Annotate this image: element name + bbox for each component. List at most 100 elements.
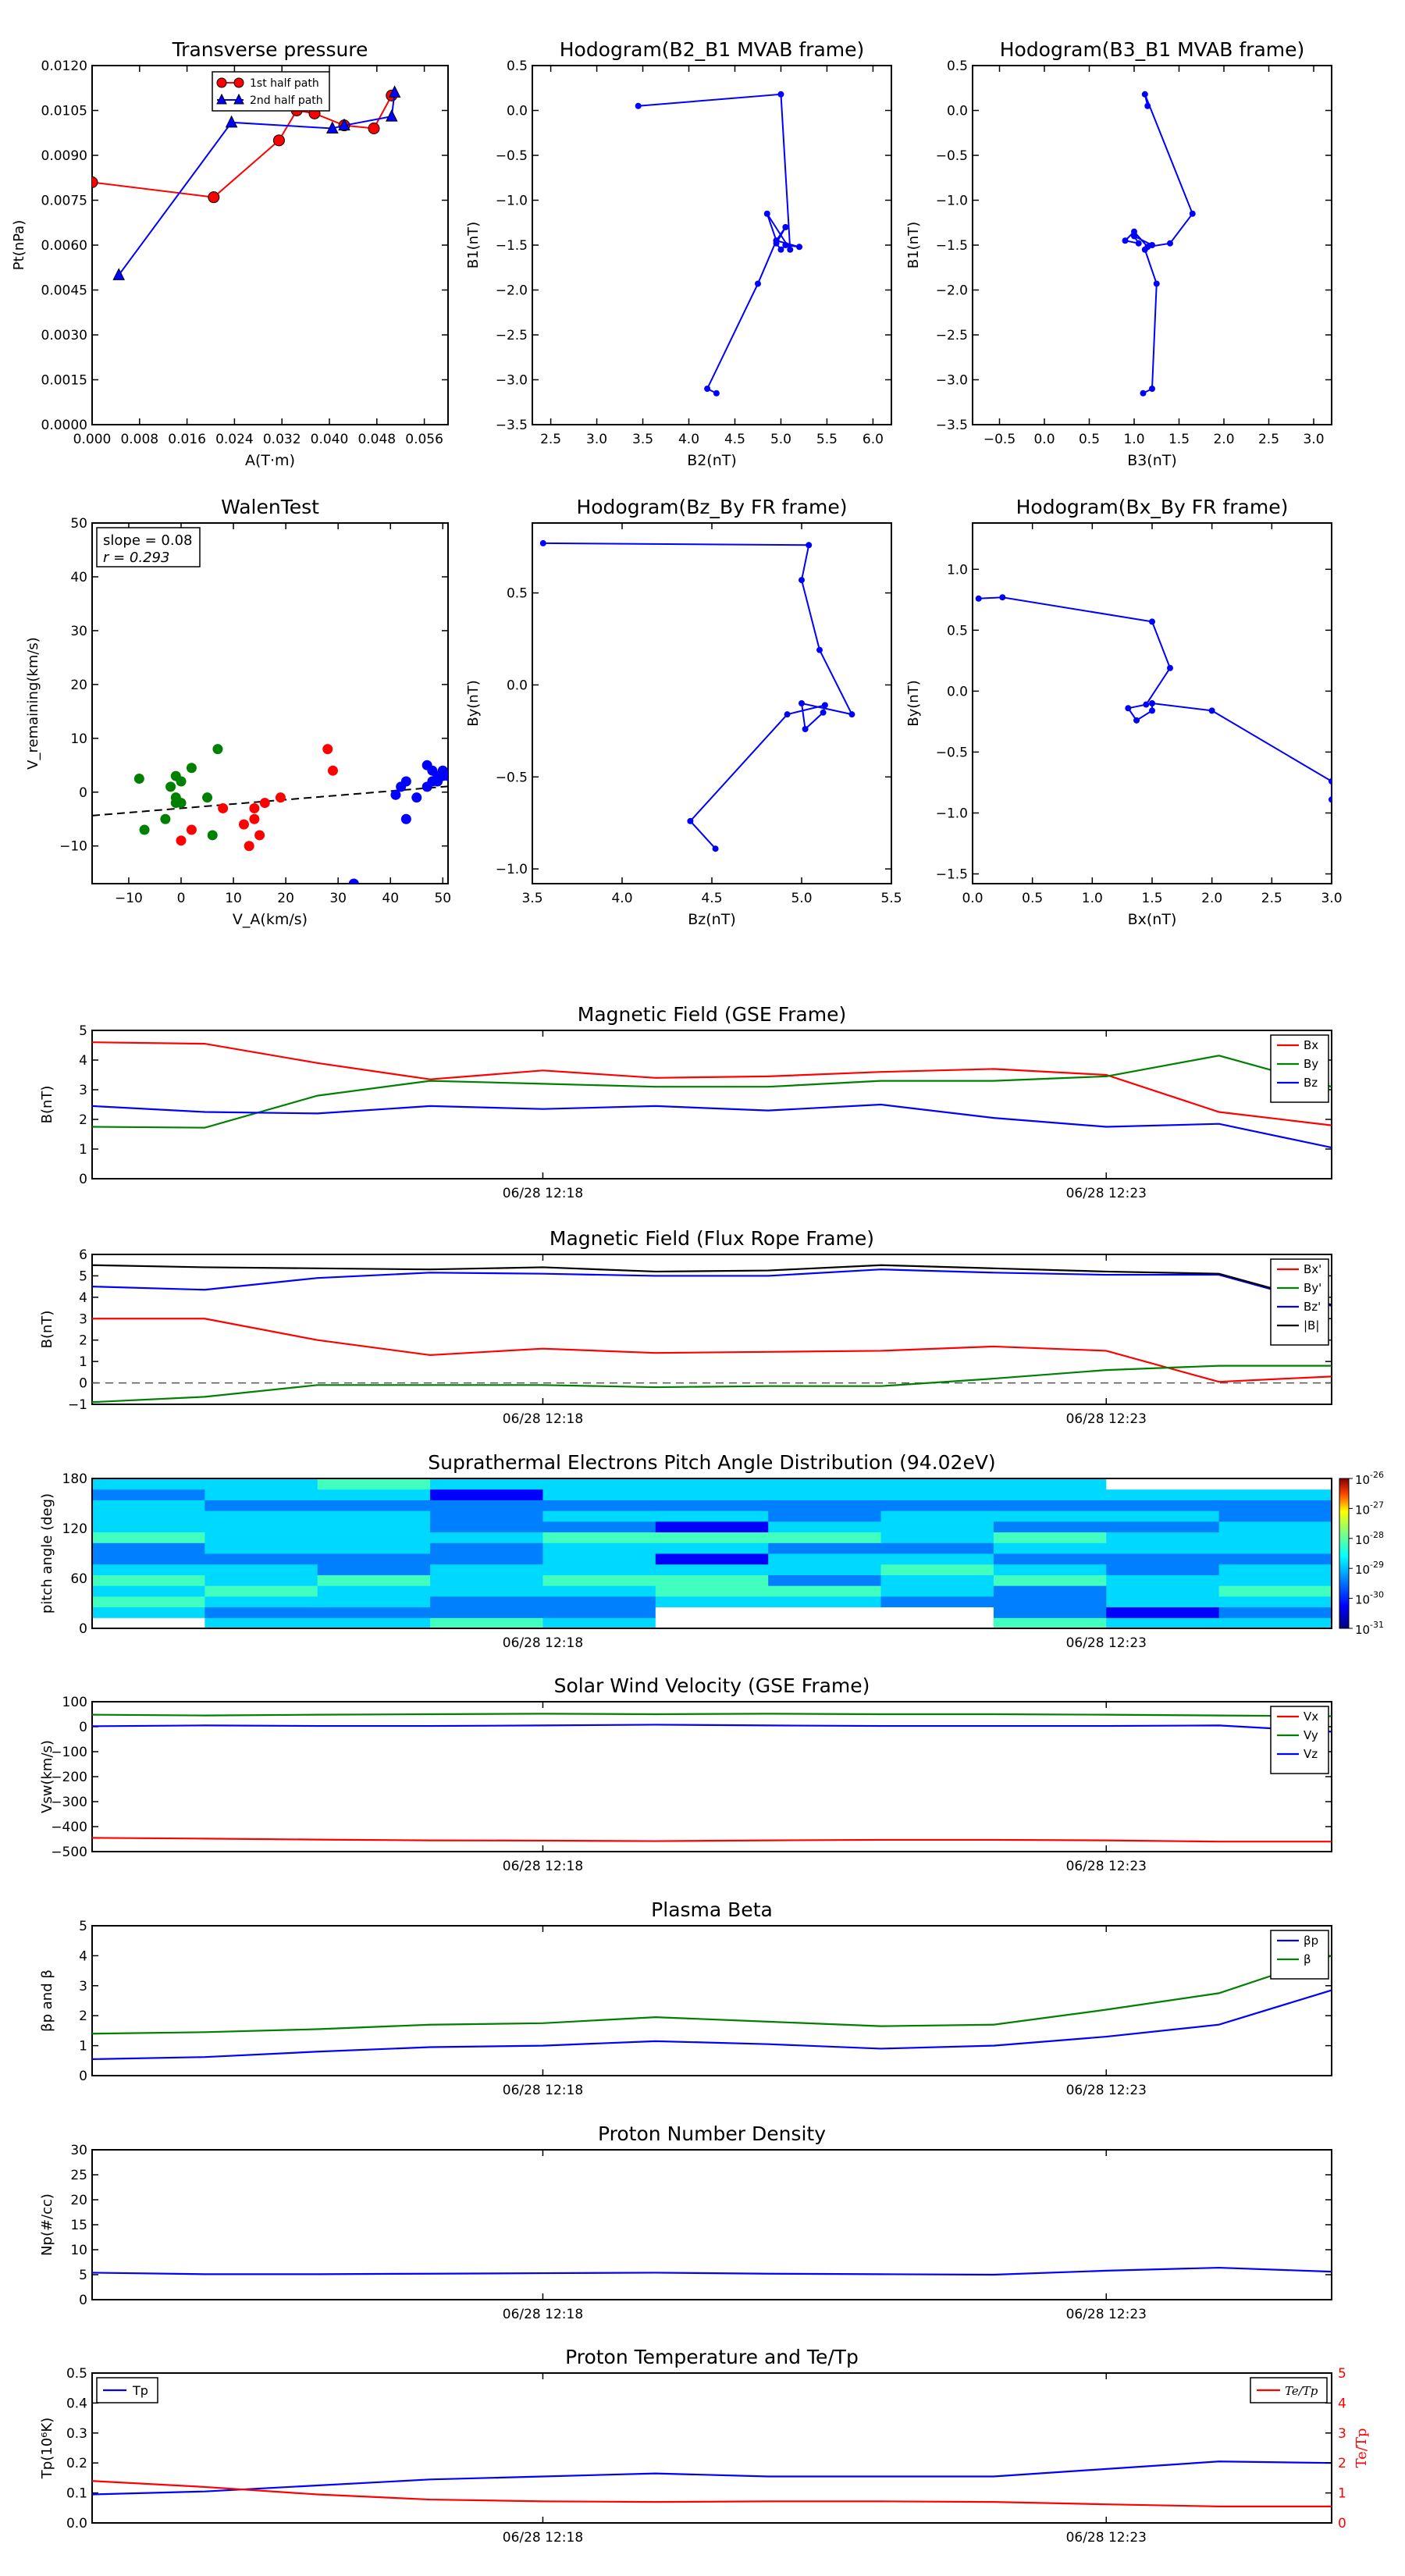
colorbar-tick-exponent: -30	[1370, 1590, 1384, 1600]
x-tick-label: 2.0	[1213, 432, 1234, 447]
data-point-triangle	[385, 109, 398, 122]
x-tick-label: 2.0	[1201, 891, 1222, 906]
data-point	[754, 280, 761, 287]
legend-marker-1	[216, 77, 227, 88]
y-axis-label: pitch angle (deg)	[39, 1493, 55, 1614]
data-point-circle	[92, 176, 98, 188]
y-axis-label: Np(#/cc)	[39, 2194, 55, 2256]
x-tick-label: 06/28 12:18	[503, 1859, 583, 1874]
data-point	[635, 102, 642, 109]
data-point-triangle	[225, 115, 238, 128]
heatmap-cell	[993, 1617, 1107, 1629]
scatter-point-green	[165, 781, 176, 792]
y-tick-label: 0	[79, 2293, 87, 2308]
heatmap-cell	[542, 1500, 656, 1511]
heatmap-cell	[92, 1585, 205, 1597]
x-tick-label: 06/28 12:23	[1066, 2083, 1147, 2098]
x-axis-label: V_A(km/s)	[233, 911, 308, 928]
heatmap-cell	[655, 1617, 769, 1629]
y-axis-label: Pt(nPa)	[11, 220, 27, 270]
plot-frame	[91, 1254, 1332, 1405]
y-axis-label: Tp(10⁶K)	[39, 2418, 55, 2479]
data-point	[1131, 233, 1137, 240]
scatter-point-red	[176, 835, 187, 846]
y-tick-label: −100	[51, 1745, 87, 1760]
heatmap-cell	[768, 1585, 882, 1597]
x-tick-label: 06/28 12:23	[1066, 1186, 1147, 1201]
plot-area	[92, 2266, 1332, 2276]
y-tick-label: 5	[79, 1023, 87, 1039]
y-tick-label: 120	[62, 1521, 87, 1537]
data-point	[1131, 228, 1137, 235]
heatmap-cell	[993, 1596, 1107, 1608]
x-tick-label: 06/28 12:23	[1066, 1411, 1147, 1427]
scatter-point-green	[202, 792, 213, 803]
hodogram-line	[542, 542, 854, 849]
legend-label: Bz'	[1304, 1300, 1321, 1314]
scatter-point-red	[254, 830, 265, 841]
y-tick-label: 0.5	[947, 59, 968, 74]
chart-h31: Hodogram(B3_B1 MVAB frame) −0.5 0.0 0.5 1.0 1…	[905, 38, 1332, 469]
heatmap-cell	[768, 1606, 882, 1618]
y-tick-label: −2.0	[936, 283, 968, 299]
heatmap-cell	[655, 1606, 769, 1618]
x-tick-label: 06/28 12:23	[1066, 2307, 1147, 2322]
heatmap-cell	[768, 1521, 882, 1533]
heatmap-cell	[768, 1596, 882, 1608]
series-line-β	[92, 1955, 1332, 2035]
x-tick-label: 2.5	[540, 432, 561, 447]
heatmap-cell	[317, 1596, 431, 1608]
scatter-point-green	[176, 798, 187, 809]
y-tick-label: 10	[70, 731, 87, 747]
y-tick-label: 1.0	[947, 562, 968, 578]
data-point-triangle	[388, 85, 401, 98]
heatmap-cell	[880, 1478, 994, 1490]
x-tick-label: 06/28 12:23	[1066, 1635, 1147, 1651]
heatmap-cell	[317, 1574, 431, 1586]
heatmap-cell	[880, 1574, 994, 1586]
data-point	[1208, 707, 1215, 714]
heatmap-cell	[205, 1564, 318, 1575]
x-tick-label: 06/28 12:18	[503, 2083, 583, 2098]
data-point	[821, 702, 828, 709]
x-axis-label: Bx(nT)	[1128, 911, 1177, 928]
y-tick-label: 4	[79, 1948, 87, 1964]
scatter-point-green	[186, 763, 197, 774]
data-point	[1141, 246, 1148, 253]
scatter-point-blue	[443, 770, 448, 781]
colorbar-tick-exponent: -27	[1370, 1500, 1384, 1510]
data-point	[1144, 102, 1151, 109]
data-point	[799, 577, 805, 584]
x-tick-label: 20	[277, 891, 294, 906]
heatmap-cell	[880, 1564, 994, 1575]
heatmap-cell	[880, 1500, 994, 1511]
chart-mag_fr: Magnetic Field (Flux Rope Frame) 06/28 12…	[39, 1227, 1332, 1427]
scatter-point-blue	[400, 776, 411, 787]
data-point	[1153, 280, 1160, 287]
heatmap-cell	[1218, 1596, 1332, 1608]
series-line-By	[92, 1055, 1332, 1129]
heatmap-cell	[542, 1585, 656, 1597]
colorbar-tick-exponent: -28	[1370, 1530, 1384, 1540]
scatter-point-green	[212, 744, 223, 755]
heatmap-cell	[317, 1510, 431, 1522]
series-line-0	[92, 2266, 1332, 2276]
heatmap-cell	[880, 1532, 994, 1543]
data-point	[777, 246, 784, 253]
plot-frame	[532, 65, 892, 425]
y-tick-label: 0.0	[507, 678, 528, 693]
plot-frame	[91, 2149, 1332, 2300]
heatmap-cell	[430, 1489, 543, 1500]
y-right-tick-label: 2	[1338, 2456, 1346, 2471]
plot-area	[635, 91, 803, 397]
data-point	[1329, 777, 1332, 785]
y-axis-label: B(nT)	[39, 1311, 55, 1349]
data-point	[539, 539, 546, 546]
scatter-point-red	[249, 813, 260, 824]
chart-vsw: Solar Wind Velocity (GSE Frame) 06/28 12:…	[39, 1674, 1332, 1874]
y-axis-label: Vsw(km/s)	[39, 1740, 55, 1813]
legend-label: Bx'	[1304, 1262, 1321, 1276]
legend-label: By	[1304, 1057, 1318, 1071]
plot-area	[92, 1264, 1332, 1404]
data-point	[1189, 210, 1196, 217]
